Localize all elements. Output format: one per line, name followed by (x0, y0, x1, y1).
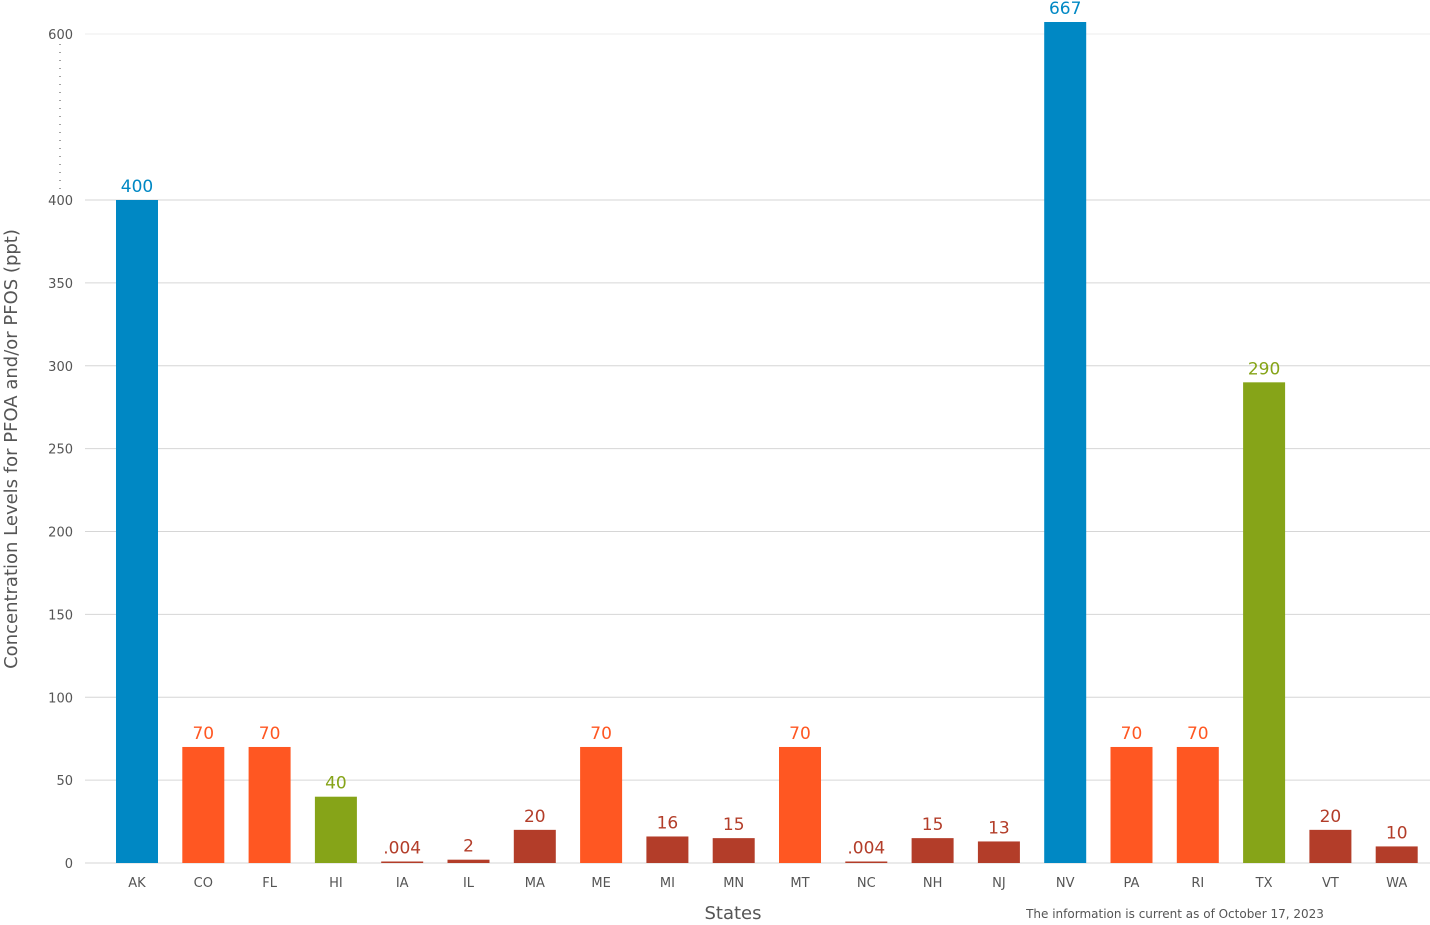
x-tick-label: NV (1056, 876, 1075, 891)
bar-NJ (977, 841, 1020, 863)
x-tick-label: NC (857, 876, 876, 891)
bar-IL (447, 859, 490, 863)
data-label-RI: 70 (1187, 724, 1209, 744)
x-tick-label: NJ (992, 876, 1006, 891)
y-tick-label: 400 (48, 194, 73, 209)
bar-CO (182, 746, 225, 863)
bar-WA (1375, 846, 1418, 863)
x-tick-label: IL (463, 876, 475, 891)
bar-ME (580, 746, 623, 863)
bar-AK (116, 200, 158, 863)
y-tick-label: 200 (48, 526, 73, 541)
bar-HI (314, 796, 357, 863)
y-tick-label: 600 (48, 28, 73, 43)
data-label-MA: 20 (524, 807, 546, 827)
x-tick-label: VT (1322, 876, 1339, 891)
x-tick-label: MI (660, 876, 675, 891)
y-tick-label: 150 (48, 608, 73, 623)
x-axis-label: States (704, 903, 761, 924)
data-label-FL: 70 (259, 724, 281, 744)
y-tick-label: 0 (65, 857, 73, 872)
data-label-HI: 40 (325, 774, 347, 794)
y-tick-label: 350 (48, 277, 73, 292)
data-label-WA: 10 (1386, 823, 1408, 843)
x-tick-label: CO (194, 876, 213, 891)
data-labels: 400 70 70 40 .004 2 20 70 16 15 70 .004 15 13 667 70 70 2… (121, 0, 1408, 859)
x-tick-label: WA (1386, 876, 1407, 891)
x-tick-label: AK (128, 876, 146, 891)
x-tick-label: MT (790, 876, 809, 891)
data-label-AK: 400 (121, 177, 153, 197)
y-axis-ticks: 0 50 100 150 200 250 300 350 400 600 (48, 28, 73, 872)
data-label-TX: 290 (1248, 359, 1280, 379)
bar-PA (1110, 746, 1153, 863)
x-tick-label: IA (396, 876, 409, 891)
data-label-IL: 2 (463, 837, 474, 857)
bar-MA (513, 829, 556, 863)
bar-NH (911, 838, 954, 863)
x-tick-label: FL (262, 876, 277, 891)
data-label-VT: 20 (1320, 807, 1342, 827)
bar-MN (712, 838, 755, 863)
bar-MT (779, 746, 821, 863)
x-tick-label: TX (1255, 876, 1273, 891)
x-tick-label: RI (1191, 876, 1204, 891)
data-label-NV: 667 (1049, 0, 1081, 19)
x-tick-label: MA (525, 876, 545, 891)
footnote: The information is current as of October… (1025, 907, 1324, 921)
data-label-NH: 15 (922, 815, 944, 835)
data-label-MN: 15 (723, 815, 745, 835)
bar-RI (1176, 746, 1219, 863)
bar-MI (646, 836, 689, 863)
y-tick-label: 250 (48, 443, 73, 458)
data-label-MI: 16 (657, 813, 679, 833)
y-tick-label: 50 (56, 774, 73, 789)
x-tick-label: PA (1124, 876, 1140, 891)
bar-TX (1243, 382, 1286, 863)
bar-NV (1044, 22, 1087, 863)
x-axis-ticks: AK CO FL HI IA IL MA ME MI MN MT NC NH NJ NV PA RI TX VT WA (128, 876, 1407, 891)
data-label-ME: 70 (590, 724, 612, 744)
bar-IA (381, 861, 424, 863)
bar-VT (1309, 829, 1352, 863)
x-tick-label: ME (591, 876, 610, 891)
x-tick-label: MN (723, 876, 744, 891)
y-axis-label: Concentration Levels for PFOA and/or PFO… (1, 229, 22, 669)
data-label-PA: 70 (1121, 724, 1143, 744)
y-tick-label: 300 (48, 360, 73, 375)
data-label-NC: .004 (847, 839, 885, 859)
data-label-IA: .004 (383, 839, 421, 859)
bar-NC (845, 861, 888, 863)
bars (116, 22, 1418, 863)
gridlines (85, 33, 1430, 864)
data-label-NJ: 13 (988, 818, 1010, 838)
data-label-MT: 70 (789, 724, 811, 744)
y-tick-label: 100 (48, 691, 73, 706)
bar-FL (248, 746, 291, 863)
x-tick-label: NH (923, 876, 943, 891)
x-tick-label: HI (329, 876, 343, 891)
data-label-CO: 70 (192, 724, 214, 744)
